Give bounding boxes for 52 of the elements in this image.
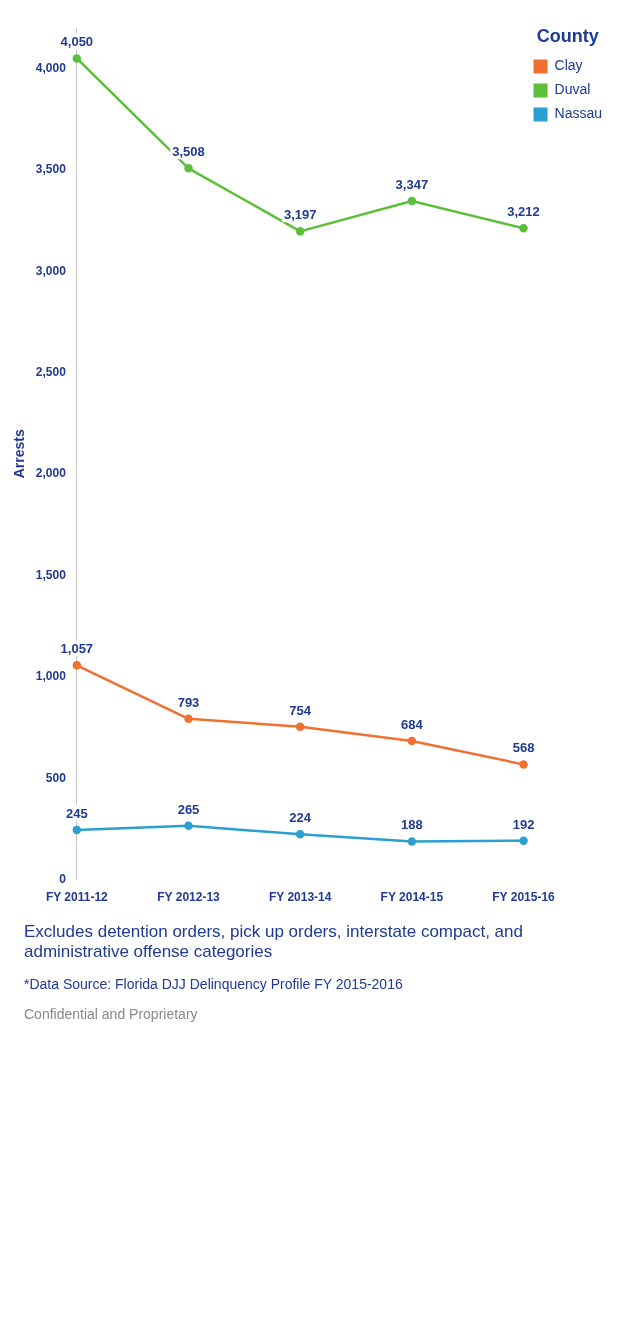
y-tick-label: 3,500 [35,162,67,177]
x-tick-label: FY 2012-13 [157,890,221,905]
data-label: 192 [512,816,535,832]
point [407,196,417,206]
point [407,736,417,746]
legend-label: Nassau [554,105,602,122]
legend-label: Duval [554,81,591,98]
point [295,829,305,839]
y-tick-label: 3,000 [35,263,67,278]
data-label: 3,212 [507,204,540,220]
y-tick-label: 1,000 [35,669,67,684]
data-label: 754 [289,702,312,718]
data-label: 245 [65,805,88,821]
point [72,661,82,670]
legend-title: County [536,25,599,46]
point [184,714,193,724]
text: *Data Source: Florida DJJ Delinquency Profile FY 2015-2016 [24,976,404,992]
y-tick-label: 2,000 [35,466,67,481]
data-label: 3,347 [395,176,429,192]
y-tick-label: 0 [59,871,67,886]
data-label: 568 [512,740,535,756]
y-tick-label: 500 [45,770,67,785]
x-tick-label: FY 2013-14 [268,890,332,905]
legend-label: Clay [554,57,583,74]
point [184,164,193,173]
data-label: 3,508 [172,144,205,160]
data-label: 265 [177,801,200,817]
x-tick-label: FY 2011-12 [45,890,109,905]
y-tick-label: 2,500 [35,365,67,380]
text: Excludes detention orders, pick up orders, interstate compact, and administrative offense categories [24,922,524,962]
point [519,224,528,233]
point [72,825,82,835]
x-tick-label: FY 2014-15 [380,890,444,905]
x-tick-label: FY 2015-16 [492,890,556,905]
y-tick-label: 4,000 [35,60,67,75]
data-label: 3,197 [283,207,317,223]
point [407,837,417,846]
y-tick-label: 1,500 [35,567,67,582]
data-label: 793 [177,694,200,710]
point [295,722,305,731]
point [519,836,528,845]
point [519,760,528,769]
data-label: 1,057 [60,641,94,657]
data-label: 684 [401,716,424,732]
text: Confidential and Proprietary [24,1006,199,1022]
point [184,821,193,831]
data-label: 188 [401,817,423,833]
point [72,54,82,63]
y-axis-title: Arrests [11,429,28,479]
point [295,227,305,236]
data-label: 224 [289,810,312,826]
data-label: 4,050 [60,34,94,50]
